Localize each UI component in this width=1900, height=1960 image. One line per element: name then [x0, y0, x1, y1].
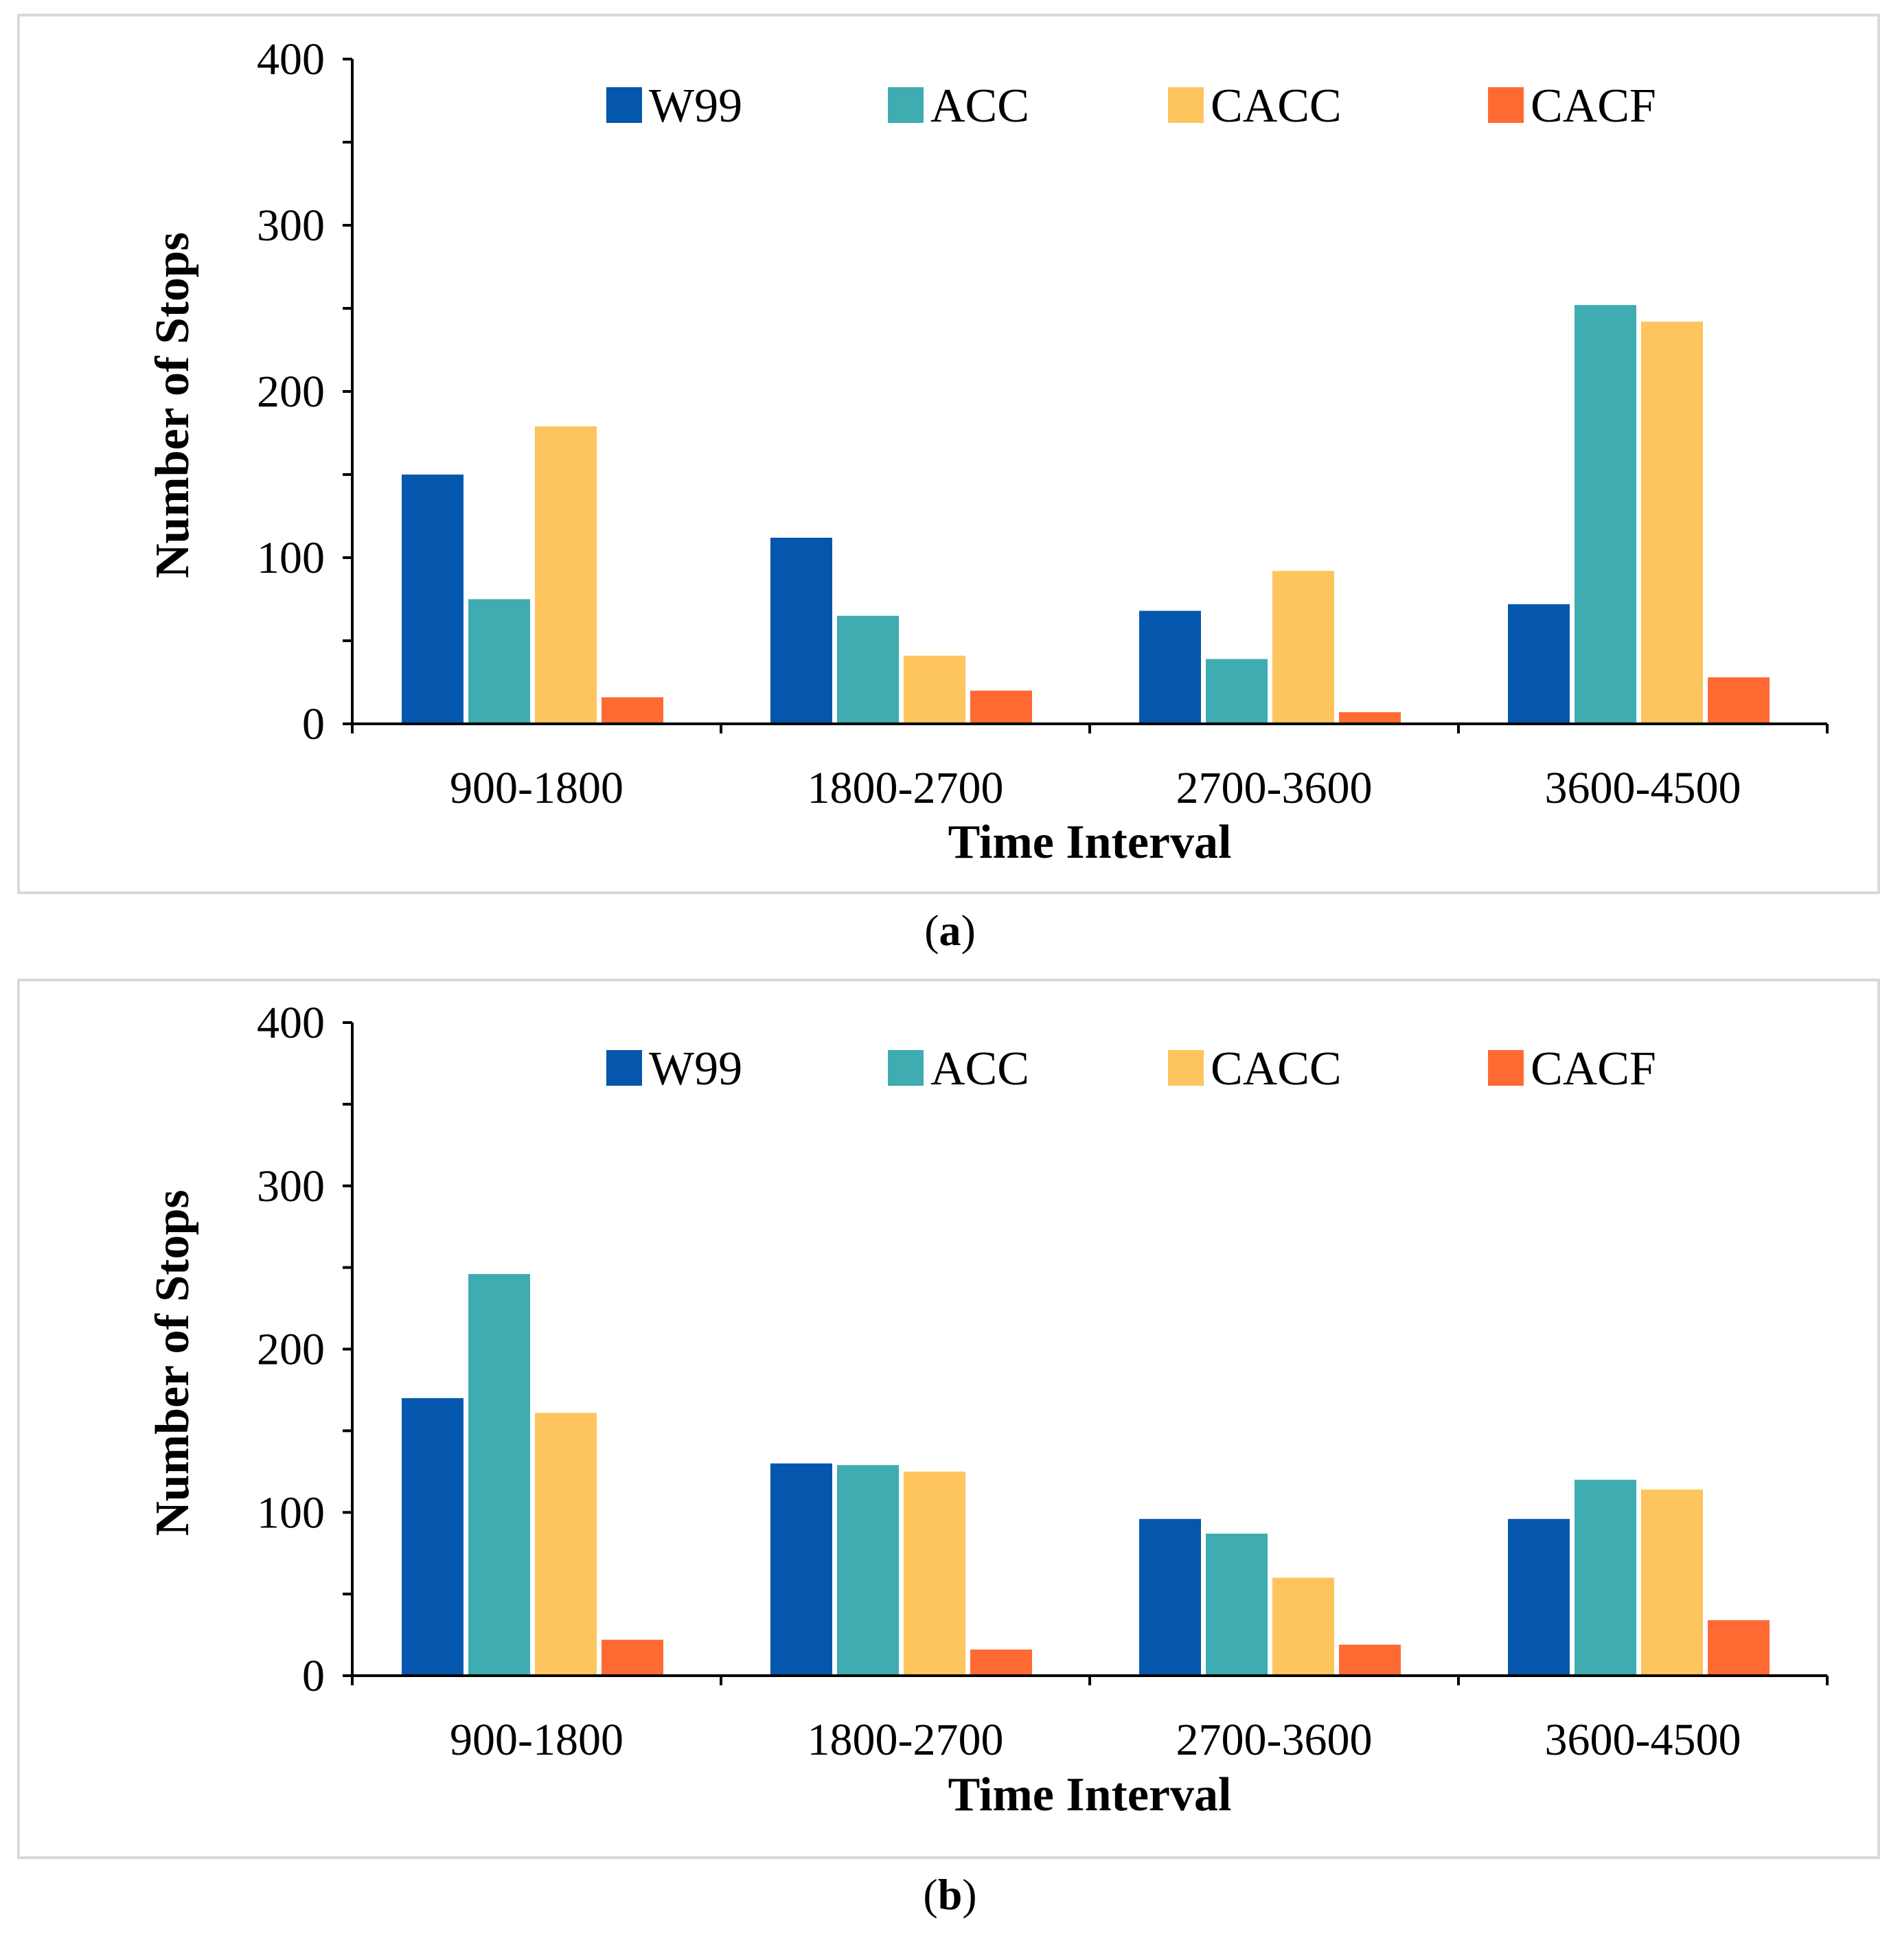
bar-chart-a: 0 100 200 300 400 900-1800 1800-2700 2700-3600 3… [146, 34, 1829, 869]
bar-a-cacc-4 [1641, 321, 1703, 724]
legend-swatch-b-acc [888, 1050, 924, 1086]
y-tick-label-a-200: 200 [257, 367, 325, 417]
bar-b-cacf-4 [1708, 1620, 1770, 1676]
bar-a-cacf-4 [1708, 677, 1770, 724]
bar-b-cacf-1 [602, 1639, 663, 1676]
bar-a-acc-3 [1206, 659, 1268, 724]
bar-b-w99-3 [1139, 1518, 1201, 1676]
bar-a-w99-1 [402, 475, 463, 724]
legend-label-b-w99: W99 [649, 1042, 742, 1095]
x-tick-label-a-900-1800: 900-1800 [450, 763, 623, 813]
y-axis-title-a: Number of Stops [146, 232, 199, 578]
bar-a-acc-1 [468, 599, 530, 724]
legend-label-a-cacf: CACF [1531, 80, 1656, 133]
caption-b-open: ( [923, 1870, 938, 1919]
bar-a-w99-3 [1139, 611, 1201, 724]
caption-b-letter: b [937, 1870, 963, 1919]
x-tick-label-b-2700-3600: 2700-3600 [1176, 1715, 1373, 1765]
x-tick-label-a-1800-2700: 1800-2700 [808, 763, 1004, 813]
chart-panel-b: 0 100 200 300 400 900-1800 1800-2700 2700-3600 3… [17, 979, 1880, 1859]
caption-a-letter: a [939, 906, 961, 955]
x-tick-label-a-2700-3600: 2700-3600 [1176, 763, 1373, 813]
legend-swatch-b-w99 [606, 1050, 642, 1086]
bar-a-cacf-2 [970, 690, 1032, 724]
bar-b-cacc-1 [535, 1413, 597, 1676]
bar-b-w99-4 [1508, 1518, 1570, 1676]
y-tick-label-a-300: 300 [257, 201, 325, 251]
y-axis-title-b: Number of Stops [146, 1189, 199, 1536]
bar-b-cacc-2 [904, 1471, 965, 1676]
bar-a-cacc-1 [535, 426, 597, 724]
y-tick-label-b-0: 0 [302, 1651, 325, 1701]
caption-a-close: ) [961, 906, 976, 955]
y-tick-label-b-400: 400 [257, 998, 325, 1048]
legend-label-b-cacf: CACF [1531, 1042, 1656, 1095]
legend-swatch-b-cacf [1488, 1050, 1524, 1086]
bar-b-cacf-2 [970, 1649, 1032, 1676]
legend-swatch-a-cacc [1168, 87, 1204, 123]
bar-b-cacc-4 [1641, 1489, 1703, 1676]
bar-b-acc-3 [1206, 1534, 1268, 1676]
x-tick-label-b-3600-4500: 3600-4500 [1545, 1715, 1741, 1765]
bar-a-cacf-1 [602, 697, 663, 724]
x-axis-title-a: Time Interval [948, 816, 1232, 869]
bar-b-w99-1 [402, 1398, 463, 1676]
x-tick-label-b-900-1800: 900-1800 [450, 1715, 623, 1765]
y-tick-label-a-0: 0 [302, 699, 325, 749]
y-tick-label-b-300: 300 [257, 1161, 325, 1211]
legend-label-b-acc: ACC [930, 1042, 1029, 1095]
bar-a-cacc-2 [904, 655, 965, 724]
bar-a-cacf-3 [1339, 712, 1401, 724]
bar-b-acc-2 [837, 1465, 899, 1676]
bar-a-cacc-3 [1272, 571, 1334, 724]
legend-swatch-a-acc [888, 87, 924, 123]
legend-label-a-w99: W99 [649, 80, 742, 133]
legend-swatch-b-cacc [1168, 1050, 1204, 1086]
bar-a-acc-2 [837, 615, 899, 724]
y-tick-label-b-200: 200 [257, 1325, 325, 1375]
legend-label-a-cacc: CACC [1211, 80, 1342, 133]
legend-label-a-acc: ACC [930, 80, 1029, 133]
caption-a-open: ( [924, 906, 939, 955]
y-tick-label-a-100: 100 [257, 533, 325, 583]
legend-label-b-cacc: CACC [1211, 1042, 1342, 1095]
bar-a-acc-4 [1575, 305, 1636, 724]
y-tick-label-a-400: 400 [257, 34, 325, 84]
bar-chart-b: 0 100 200 300 400 900-1800 1800-2700 2700-3600 3… [146, 998, 1829, 1821]
caption-a: (a) [0, 905, 1900, 956]
bar-a-w99-4 [1508, 604, 1570, 724]
legend-swatch-a-cacf [1488, 87, 1524, 123]
bar-b-acc-4 [1575, 1479, 1636, 1676]
caption-b: (b) [0, 1869, 1900, 1920]
bar-b-acc-1 [468, 1274, 530, 1676]
y-tick-label-b-100: 100 [257, 1488, 325, 1538]
chart-panel-a: 0 100 200 300 400 900-1800 1800-2700 2700-3600 3… [17, 14, 1880, 894]
x-tick-label-a-3600-4500: 3600-4500 [1545, 763, 1741, 813]
x-axis-title-b: Time Interval [948, 1768, 1232, 1821]
bar-a-w99-2 [770, 537, 832, 724]
bar-b-cacf-3 [1339, 1644, 1401, 1676]
bar-b-cacc-3 [1272, 1577, 1334, 1676]
legend-swatch-a-w99 [606, 87, 642, 123]
x-tick-label-b-1800-2700: 1800-2700 [808, 1715, 1004, 1765]
caption-b-close: ) [962, 1870, 977, 1919]
bar-b-w99-2 [770, 1463, 832, 1676]
